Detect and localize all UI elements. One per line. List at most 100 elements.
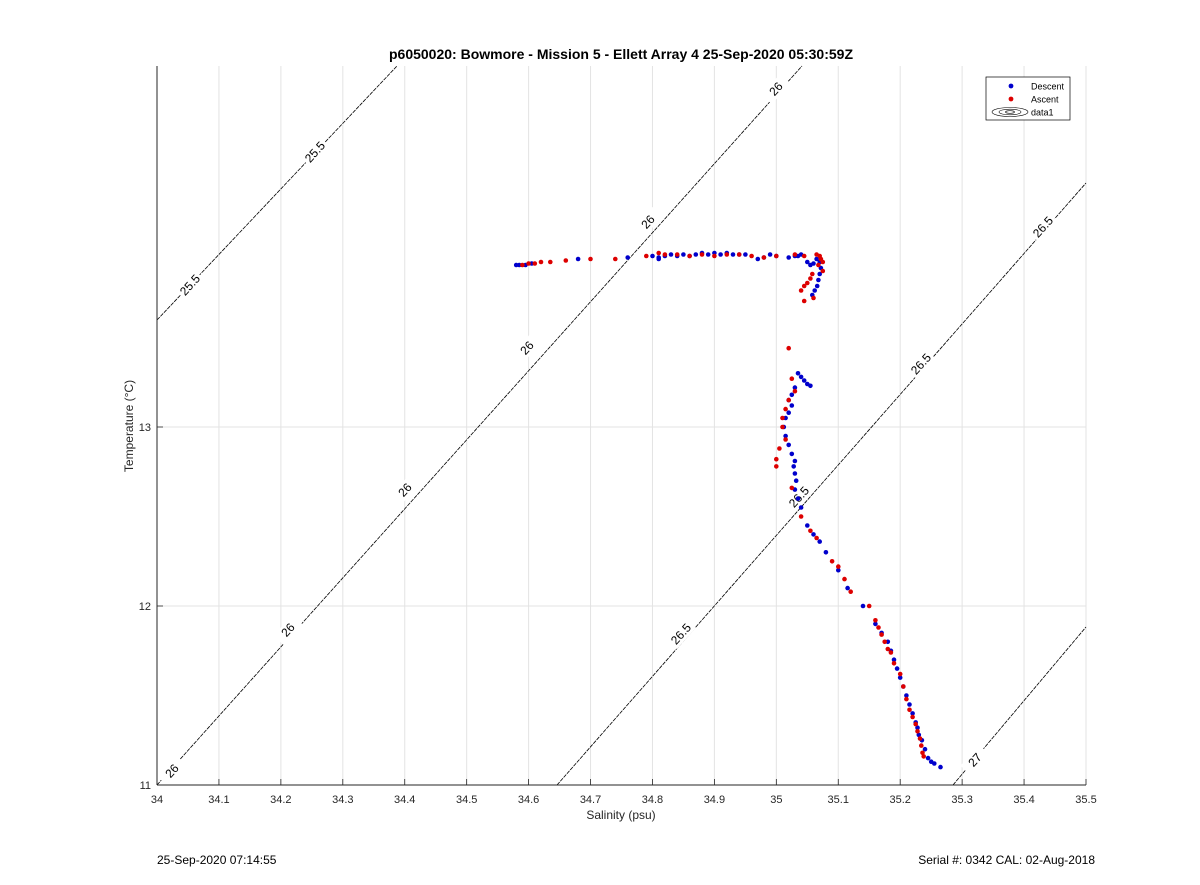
ascent-point [888,650,894,655]
y-tick-label: 11 [140,780,151,792]
descent-point [625,255,630,260]
ascent-point [848,589,853,594]
x-tick-label: 35.3 [951,794,972,806]
chart-title: p6050020: Bowmore - Mission 5 - Ellett A… [389,46,853,62]
descent-point [808,262,813,268]
descent-point [786,410,791,416]
ascent-point [808,528,813,534]
ascent-point [801,283,807,289]
ascent-point [820,259,826,265]
ascent-point [879,632,884,637]
ascent-point [687,253,692,259]
isopycnal-label-bg [761,73,791,105]
ascent-point [780,424,785,430]
descent-point [801,378,807,383]
x-tick-label: 35 [770,794,782,806]
ascent-point [885,646,891,652]
descent-point [836,567,841,573]
footer-serial-calibration: Serial #: 0342 CAL: 02-Aug-2018 [918,853,1095,867]
isopycnal-label-bg [666,618,696,650]
ascent-point [662,252,668,257]
ascent-point [801,253,807,259]
descent-point [873,621,878,627]
descent-point [681,252,686,257]
ascent-point [919,743,924,748]
descent-point [789,392,795,398]
descent-point [575,256,581,262]
ascent-point [798,514,804,519]
ascent-point [783,437,788,442]
ascent-point [921,754,926,759]
ascent-point [801,298,807,304]
descent-point [817,271,822,277]
legend-descent-label: Descent [1031,82,1065,92]
descent-point [693,252,699,257]
ascent-point [786,397,791,403]
ascent-point [792,252,798,257]
x-tick-label: 35.1 [828,794,849,806]
ascent-point [810,271,815,277]
descent-point [922,746,928,752]
x-tick-label: 35.4 [1013,794,1034,806]
isopycnal-label-bg [390,474,420,506]
ascent-point [613,256,618,262]
ascent-point [798,288,804,293]
ascent-point [907,707,912,713]
descent-point [793,478,799,484]
x-tick-label: 34.4 [394,794,415,806]
ascent-point [644,253,649,259]
descent-point [845,585,850,591]
isopycnal-label-bg [175,269,205,301]
x-tick-label: 34.5 [456,794,477,806]
x-tick-labels: 34 34.1 34.2 34.3 34.4 34.5 34.6 34.7 34.8 34.9 35… [151,794,1097,806]
x-tick-label: 35.5 [1075,794,1096,806]
descent-point [656,256,661,262]
ascent-point [699,252,705,257]
x-tick-label: 34.8 [642,794,663,806]
ascent-point [913,721,918,727]
descent-point [808,383,813,389]
descent-point [891,657,897,662]
x-tick-label: 34.9 [704,794,725,806]
descent-point [816,277,821,283]
isopycnal-label-bg [157,755,187,787]
ascent-point [674,252,680,257]
isopycnal-line [156,65,803,786]
ascent-point [792,388,798,394]
ascent-point [829,559,835,564]
x-axis-label: Salinity (psu) [586,808,655,822]
ascent-point [904,696,909,702]
ascent-point [548,259,553,265]
legend-contour-icon [991,107,1029,117]
descent-point [904,693,909,698]
isopycnal-label-bg [1028,211,1058,243]
descent-point [730,252,736,257]
ascent-point [520,262,525,268]
descent-point [791,464,796,469]
ascent-point [814,535,819,541]
descent-point [650,253,655,259]
ascent-point [736,252,742,257]
isopycnal-label-bg [512,332,542,364]
ascent-point [897,671,903,677]
descent-point [910,711,915,716]
descent-point [814,283,820,289]
ascent-point [563,258,569,263]
descent-point [805,259,810,265]
legend-data1-label: data1 [1031,108,1054,118]
ascent-point [836,564,841,569]
descent-point [767,252,773,257]
descent-point [814,256,819,262]
x-tick-label: 34.3 [332,794,353,806]
descent-point [513,262,519,268]
descent-point [798,374,804,380]
ascent-point [786,345,791,351]
descent-point [789,451,795,457]
y-tick-label: 13 [139,422,151,434]
descent-point [907,702,912,707]
ascent-point [780,415,785,421]
descent-point [786,442,791,448]
